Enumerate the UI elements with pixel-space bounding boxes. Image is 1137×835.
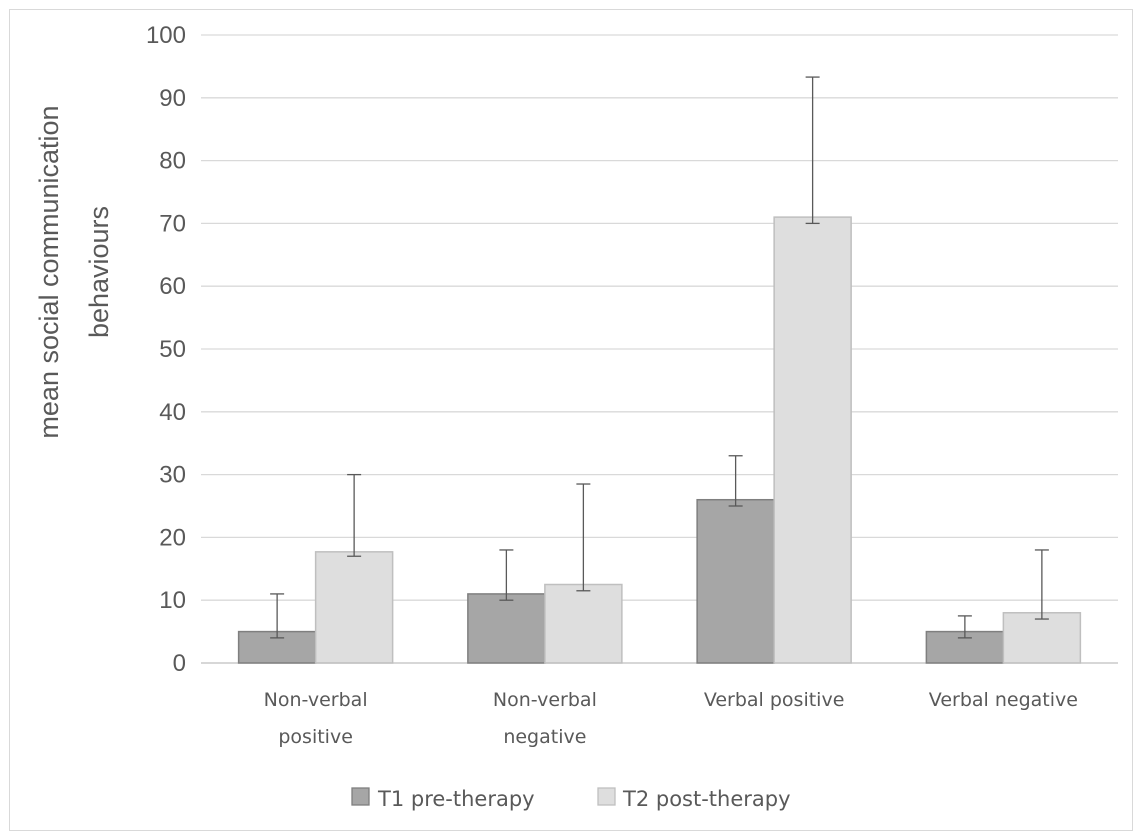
y-tick-label: 20 [159,524,186,551]
bar [544,583,623,664]
error-bar [1034,549,1049,620]
y-tick-label: 40 [159,399,186,426]
error-bar [576,483,591,592]
category-label: negative [503,726,586,748]
bar [773,216,852,664]
legend-item: T1 pre-therapy [351,787,535,811]
y-tick-label: 10 [159,587,186,614]
bars [237,216,1082,664]
y-tick-label: 0 [173,650,186,677]
legend-label: T1 pre-therapy [377,787,535,811]
legend-swatch [351,787,370,806]
y-axis-title: mean social communication behaviours [34,105,114,438]
y-tick-label: 60 [159,273,186,300]
y-tick-label: 50 [159,336,186,363]
legend-swatch [597,787,616,806]
error-bar [499,549,514,601]
bar [467,593,546,664]
y-axis-title-line: mean social communication [34,105,64,438]
error-bar [728,455,743,507]
category-label: Verbal positive [704,689,845,711]
y-axis-ticks: 0 10 20 30 40 50 60 70 80 90 100 [146,22,186,677]
category-label: Non-verbal [264,689,368,711]
y-tick-label: 100 [146,22,186,49]
y-axis-title-line: behaviours [84,206,114,338]
bar [314,551,394,664]
y-tick-label: 90 [159,85,186,112]
error-bar [347,473,362,557]
category-label: Non-verbal [493,689,597,711]
x-axis-categories: Non-verbal positive Non-verbal negative Verb… [264,689,1078,748]
y-tick-label: 30 [159,462,186,489]
error-bar [957,615,972,639]
bar [1002,612,1082,664]
category-label: Verbal negative [929,689,1078,711]
legend-item: T2 post-therapy [597,787,791,811]
chart-frame [9,9,1133,831]
error-bar [805,76,820,225]
y-tick-label: 70 [159,210,186,237]
legend: T1 pre-therapy T2 post-therapy [351,787,791,811]
error-bar [270,593,285,639]
error-bars [270,76,1049,639]
y-tick-label: 80 [159,148,186,175]
legend-label: T2 post-therapy [622,787,791,811]
category-label: positive [278,726,353,748]
bar [696,498,775,664]
